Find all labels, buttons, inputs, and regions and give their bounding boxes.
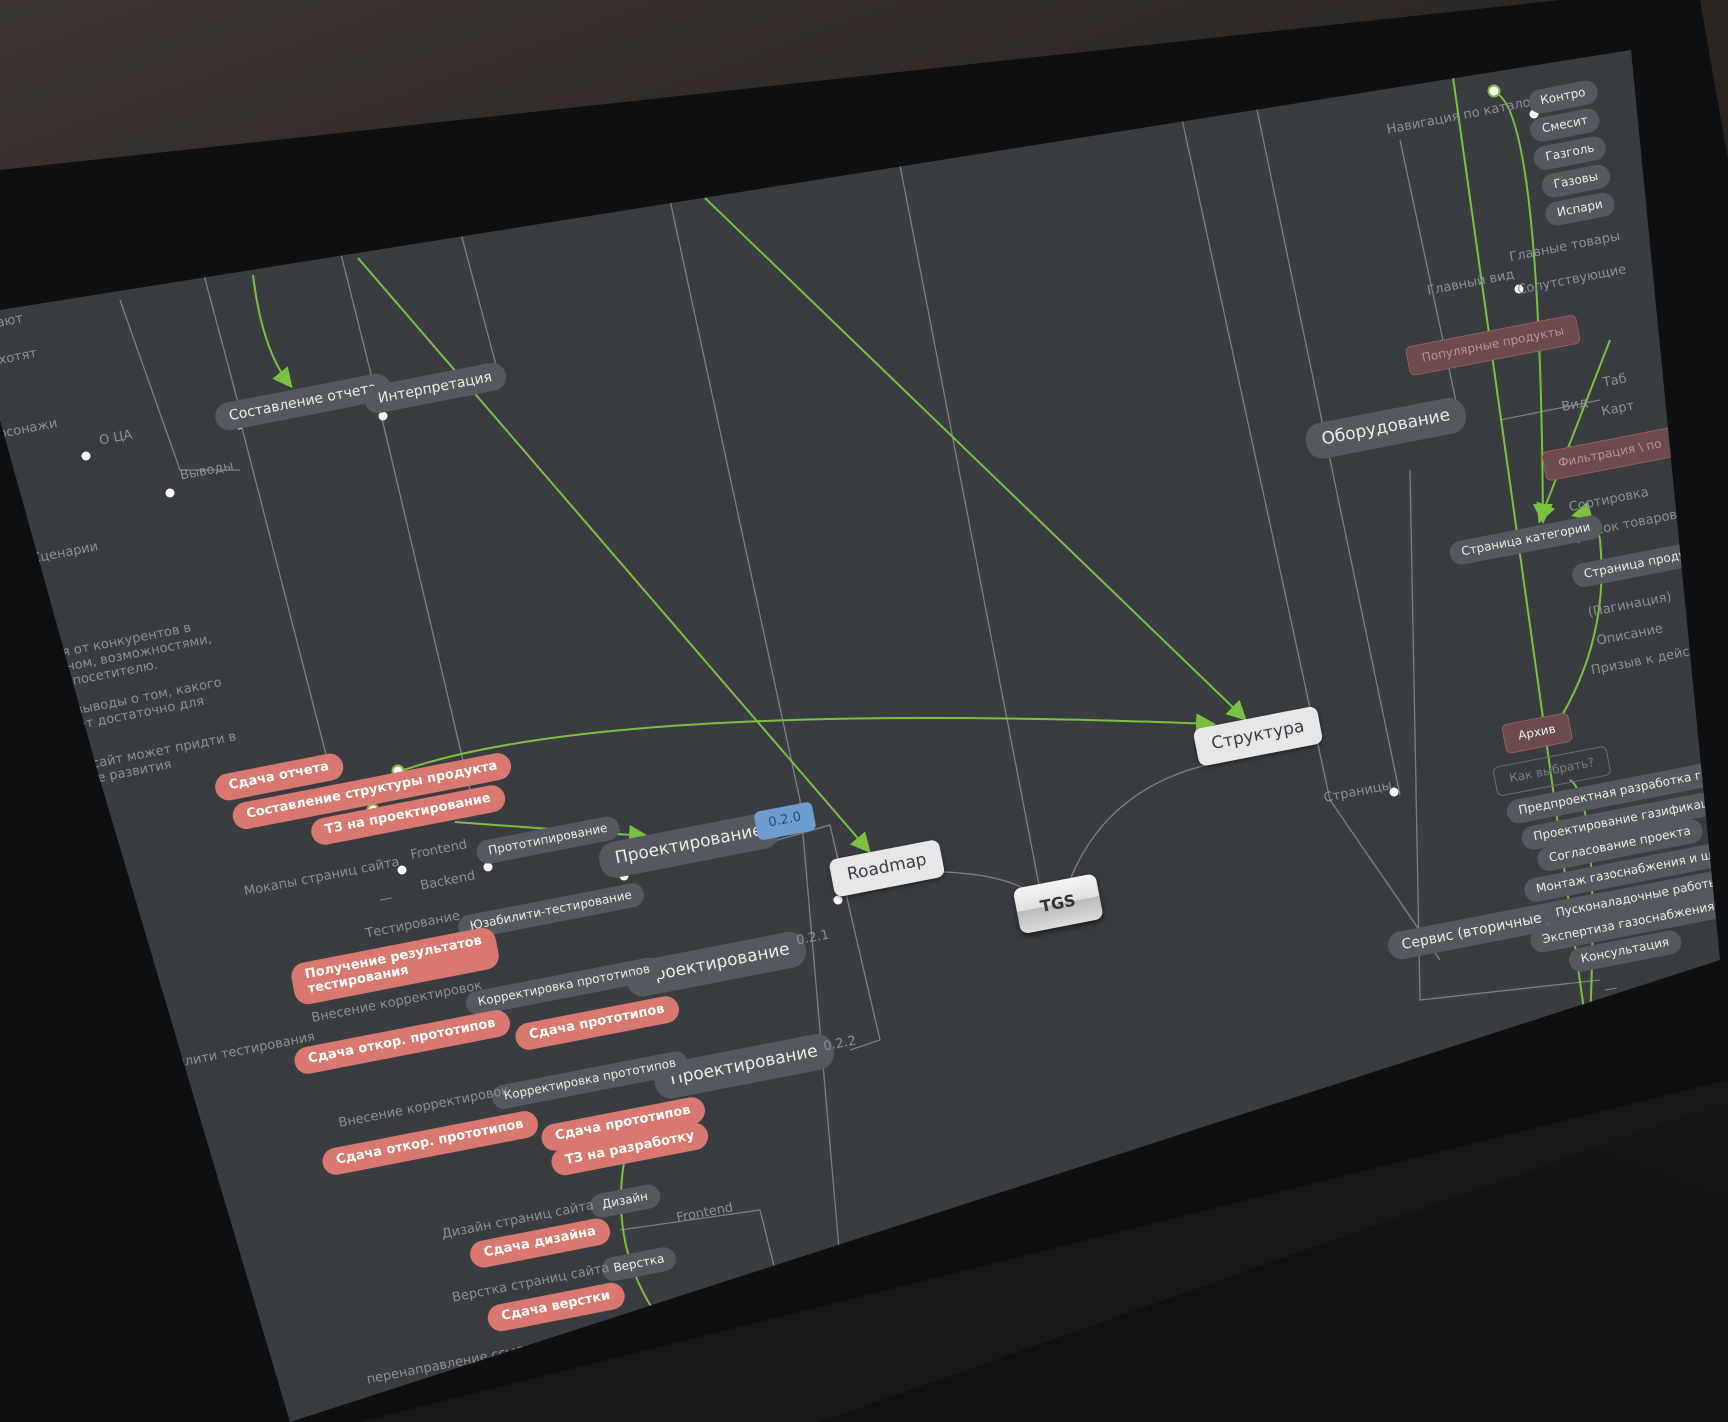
node-handle[interactable] — [1514, 284, 1524, 294]
link-arrow — [357, 257, 871, 854]
node-label[interactable]: — — [378, 890, 394, 908]
link-arrow — [704, 197, 1247, 721]
node-handle[interactable] — [397, 865, 407, 875]
tree-line — [119, 299, 240, 471]
link-arrow — [397, 713, 1216, 773]
link-arrow — [1492, 91, 1553, 524]
node-handle[interactable] — [378, 411, 388, 421]
tree-line — [669, 199, 841, 1261]
tree-line — [1399, 139, 1461, 421]
tree-line — [1409, 469, 1601, 1001]
node-handle[interactable] — [1389, 787, 1399, 797]
node-handle[interactable] — [619, 871, 629, 881]
link-handle[interactable] — [1487, 84, 1501, 98]
tree-line — [1499, 399, 1601, 421]
tree-lines — [119, 99, 1601, 1331]
tree-line — [459, 229, 501, 381]
node-handle[interactable] — [833, 895, 843, 905]
link-arrow — [252, 274, 293, 389]
tree-line — [899, 164, 1041, 891]
tree-line — [239, 419, 331, 771]
node-handle[interactable] — [81, 451, 91, 461]
tree-line — [1179, 109, 1441, 961]
node-handle[interactable] — [165, 488, 175, 498]
tree-line — [379, 409, 471, 791]
tree-line — [759, 824, 881, 1051]
link-arrow — [619, 1161, 661, 1321]
tree-line — [1069, 759, 1231, 881]
node-handle[interactable] — [1529, 109, 1539, 119]
node-handle[interactable] — [483, 862, 493, 872]
link-arrow — [1554, 501, 1603, 728]
link-arrow — [1536, 339, 1611, 524]
